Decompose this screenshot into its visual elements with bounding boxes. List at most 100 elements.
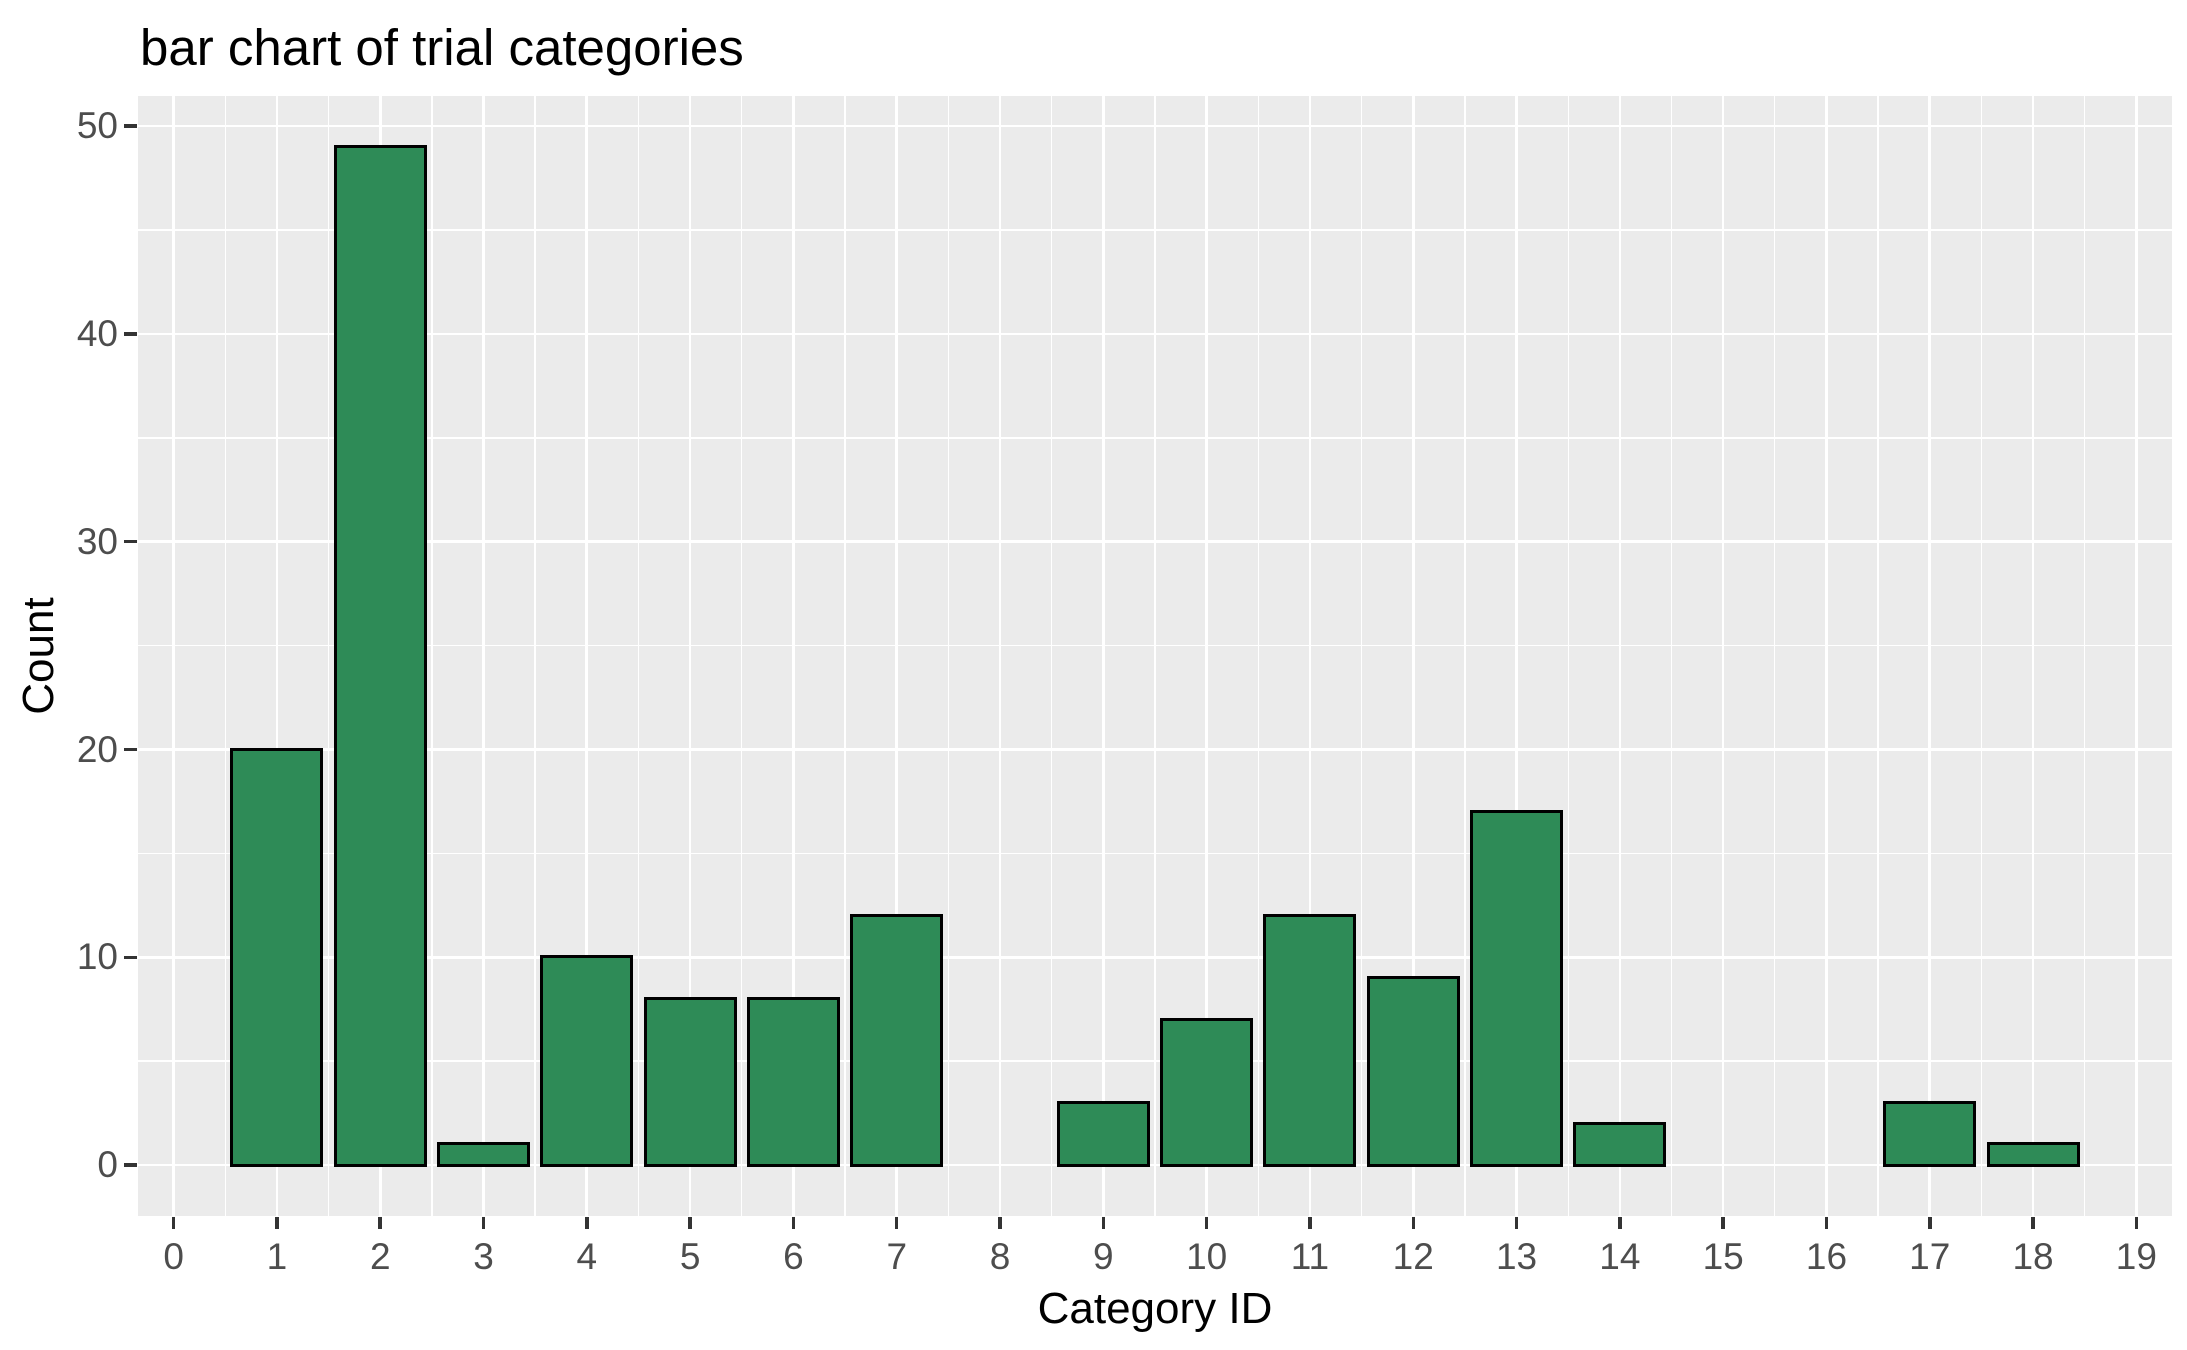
x-tick-mark — [1308, 1217, 1312, 1229]
y-tick-mark — [124, 124, 137, 128]
x-major-gridline — [1721, 96, 1725, 1216]
x-minor-gridline — [1464, 96, 1466, 1216]
x-tick-mark — [481, 1217, 486, 1229]
y-axis-title: Count — [14, 597, 63, 715]
y-tick-label: 0 — [97, 1144, 118, 1186]
x-minor-gridline — [741, 96, 743, 1216]
x-tick-mark — [998, 1217, 1002, 1229]
x-tick-label: 5 — [679, 1236, 701, 1277]
bar — [540, 955, 634, 1168]
y-tick-mark — [124, 747, 137, 752]
x-minor-gridline — [327, 96, 330, 1216]
bar — [1573, 1121, 1667, 1168]
x-tick-mark — [1514, 1217, 1519, 1229]
x-major-gridline — [1928, 96, 1932, 1216]
bar — [1056, 1100, 1150, 1168]
x-minor-gridline — [1774, 96, 1776, 1216]
x-tick-label: 4 — [576, 1236, 598, 1277]
bar — [1986, 1142, 2080, 1168]
chart-title: bar chart of trial categories — [140, 19, 744, 76]
x-tick-mark — [1721, 1217, 1725, 1229]
x-major-gridline — [1308, 96, 1312, 1216]
bar — [850, 913, 944, 1168]
x-minor-gridline — [2084, 96, 2086, 1216]
y-tick-mark — [124, 539, 137, 544]
x-minor-gridline — [1257, 96, 1259, 1216]
bar — [1883, 1100, 1977, 1168]
x-tick-mark — [688, 1217, 692, 1229]
x-major-gridline — [2031, 96, 2035, 1216]
x-major-gridline — [1205, 96, 1208, 1216]
x-tick-label: 16 — [1805, 1236, 1848, 1277]
x-minor-gridline — [1567, 96, 1569, 1216]
x-tick-mark — [1928, 1217, 1932, 1229]
plot-panel — [138, 96, 2172, 1216]
y-tick-mark — [124, 332, 137, 336]
x-tick-label: 18 — [2012, 1236, 2054, 1277]
bar — [643, 996, 737, 1168]
y-major-gridline — [138, 955, 2172, 959]
x-tick-label: 7 — [886, 1236, 908, 1277]
x-major-gridline — [585, 96, 589, 1216]
x-tick-label: 3 — [473, 1236, 494, 1277]
x-axis-title: Category ID — [1037, 1284, 1273, 1333]
x-minor-gridline — [1670, 96, 1673, 1216]
x-tick-label: 19 — [2115, 1236, 2157, 1277]
x-tick-label: 15 — [1702, 1236, 1744, 1277]
x-tick-mark — [2031, 1217, 2035, 1229]
y-tick-label: 50 — [76, 105, 118, 147]
x-tick-mark — [894, 1217, 899, 1229]
x-minor-gridline — [947, 96, 950, 1216]
x-tick-label: 10 — [1186, 1236, 1228, 1277]
x-tick-mark — [1824, 1217, 1829, 1229]
x-minor-gridline — [431, 96, 433, 1216]
y-tick-label: 20 — [76, 728, 118, 770]
x-major-gridline — [1411, 96, 1415, 1216]
x-major-gridline — [1101, 96, 1105, 1216]
x-major-gridline — [482, 96, 485, 1216]
bar — [333, 144, 427, 1168]
x-minor-gridline — [844, 96, 846, 1216]
x-tick-mark — [1618, 1217, 1622, 1229]
x-major-gridline — [275, 96, 279, 1216]
x-tick-label: 2 — [369, 1236, 391, 1277]
bar — [1366, 976, 1460, 1168]
bar — [746, 996, 840, 1168]
y-tick-label: 30 — [76, 520, 118, 562]
x-major-gridline — [688, 96, 692, 1216]
x-minor-gridline — [1154, 96, 1156, 1216]
y-major-gridline — [138, 748, 2172, 751]
x-major-gridline — [2135, 96, 2138, 1216]
x-tick-mark — [1204, 1217, 1209, 1229]
y-major-gridline — [138, 332, 2172, 336]
x-major-gridline — [1825, 96, 1828, 1216]
bar — [437, 1142, 531, 1168]
y-tick-mark — [124, 955, 137, 960]
x-minor-gridline — [1360, 96, 1363, 1216]
x-tick-label: 8 — [989, 1236, 1011, 1277]
y-tick-label: 40 — [76, 312, 118, 354]
x-tick-mark — [1411, 1217, 1415, 1229]
x-tick-mark — [275, 1217, 279, 1229]
x-tick-mark — [378, 1217, 382, 1229]
bar — [230, 747, 324, 1168]
y-major-gridline — [138, 124, 2172, 128]
y-major-gridline — [138, 540, 2172, 544]
x-tick-label: 0 — [163, 1236, 184, 1277]
x-major-gridline — [998, 96, 1002, 1216]
x-minor-gridline — [637, 96, 640, 1216]
x-tick-mark — [171, 1217, 176, 1229]
x-tick-label: 6 — [783, 1236, 804, 1277]
x-major-gridline — [1515, 96, 1518, 1216]
x-tick-mark — [791, 1217, 796, 1229]
x-tick-label: 9 — [1093, 1236, 1114, 1277]
x-minor-gridline — [534, 96, 536, 1216]
x-major-gridline — [895, 96, 899, 1216]
x-minor-gridline — [1877, 96, 1879, 1216]
y-tick-mark — [124, 1163, 137, 1167]
x-major-gridline — [172, 96, 175, 1216]
x-major-gridline — [1618, 96, 1622, 1216]
x-tick-label: 11 — [1290, 1236, 1330, 1277]
x-tick-label: 17 — [1909, 1236, 1951, 1277]
x-tick-mark — [585, 1217, 589, 1229]
